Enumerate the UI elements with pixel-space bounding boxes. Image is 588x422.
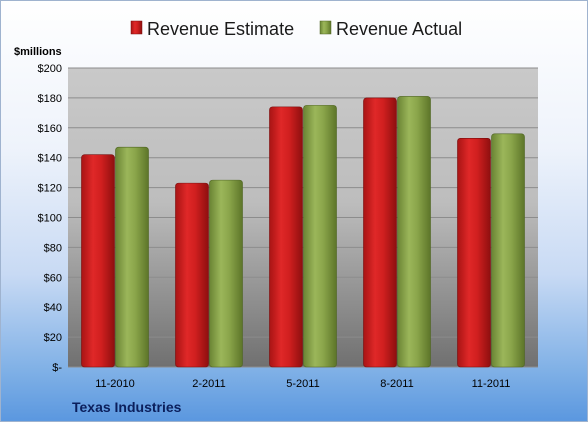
bar-revenue-estimate [81,154,115,368]
x-tick-label: 8-2011 [380,378,413,390]
y-tick-label: $100 [38,213,62,225]
x-tick-label: 11-2011 [472,378,511,390]
x-tick-label: 2-2011 [192,378,225,390]
y-axis-ticks: $- $20 $40 $60 $80 $100 $120 $140 $160 $180 $200 [38,63,63,374]
bar-revenue-actual [303,105,337,368]
legend-label-estimate: Revenue Estimate [147,19,294,39]
x-axis-ticks: 11-2010 2-2011 5-2011 8-2011 11-2011 [95,378,510,390]
y-tick-label: $80 [44,242,62,254]
bar-revenue-estimate [269,106,303,368]
bar-revenue-estimate [457,137,491,368]
y-tick-label: $60 [44,272,62,284]
company-name: Texas Industries [72,399,182,415]
bar-revenue-estimate [175,182,209,368]
legend-swatch-actual [319,20,332,35]
y-tick-label: $- [52,362,62,374]
bar-revenue-actual [397,96,431,368]
y-tick-label: $120 [38,183,62,195]
bars [81,96,525,368]
legend: Revenue Estimate Revenue Actual [130,19,462,39]
bar-revenue-actual [491,133,525,368]
y-tick-label: $180 [38,93,62,105]
bar-revenue-estimate [363,97,397,368]
x-tick-label: 5-2011 [286,378,319,390]
y-tick-label: $200 [38,63,62,75]
bar-revenue-actual [115,146,149,368]
legend-swatch-estimate [130,20,143,35]
x-tick-label: 11-2010 [95,378,135,390]
bar-revenue-actual [209,179,243,368]
y-tick-label: $40 [44,302,62,314]
y-axis-unit-label: $millions [14,46,62,58]
y-tick-label: $20 [44,332,62,344]
legend-label-actual: Revenue Actual [336,19,462,39]
y-tick-label: $140 [38,153,62,165]
y-tick-label: $160 [38,123,62,135]
